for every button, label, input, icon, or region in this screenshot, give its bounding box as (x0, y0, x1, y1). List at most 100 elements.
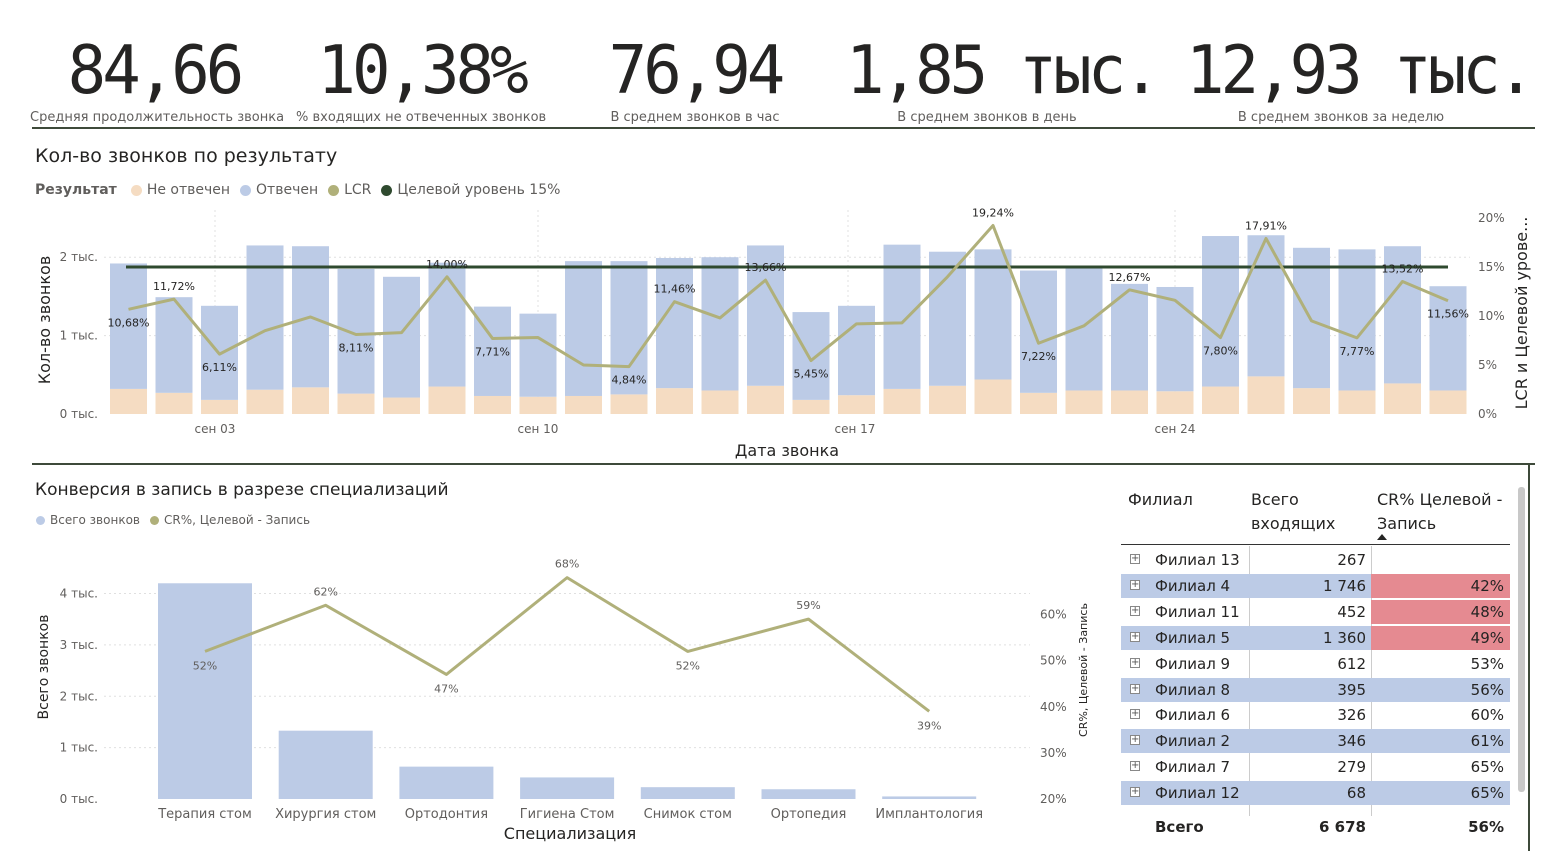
conversion-chart-title: Конверсия в запись в разрезе специализац… (35, 480, 449, 500)
table-row[interactable]: + Филиал 5 1 360 49% (1121, 625, 1510, 650)
calls-chart[interactable]: 0 тыс. 1 тыс. 2 тыс. 0% 5% 10% 15% 20% 10,68% 11,… (0, 205, 1542, 465)
col-header-total[interactable]: Всего входящих (1251, 490, 1336, 533)
expand-icon[interactable]: + (1130, 604, 1140, 616)
cr-highlight (1371, 573, 1510, 598)
y2-tick-label: 15% (1478, 260, 1505, 274)
bar-unanswered (246, 389, 284, 414)
cell-total: 326 (1337, 706, 1366, 725)
expand-icon[interactable]: + (1130, 708, 1140, 720)
kpi-calls-per-week: 12,93 тыс. В среднем звонков за неделю (1186, 32, 1535, 126)
cell-branch: Филиал 4 (1155, 576, 1231, 595)
bar-total-calls (158, 583, 252, 799)
bar-unanswered (519, 396, 557, 414)
kpi-calls-per-hour: 76,94 В среднем звонков в час (580, 32, 810, 126)
bar-answered (656, 257, 693, 389)
kpi-avg-duration: 84,66 Средняя продолжительность звонка (30, 32, 284, 126)
legend-item-answered[interactable]: Отвечен (256, 182, 319, 198)
bar-unanswered (792, 399, 830, 414)
bar-answered (337, 268, 375, 394)
table-row[interactable]: + Филиал 9 612 53% (1121, 652, 1510, 676)
conversion-chart[interactable]: 0 тыс. 1 тыс. 2 тыс. 3 тыс. 4 тыс. 20% 30% 40% 5… (0, 535, 1110, 845)
legend-swatch (36, 515, 45, 525)
lcr-data-label: 10,68% (108, 316, 150, 329)
bar-total-calls (761, 789, 856, 799)
kpi-label: В среднем звонков в день (897, 110, 1077, 125)
expand-icon[interactable]: + (1130, 682, 1140, 694)
x-tick-label: сен 03 (195, 422, 236, 436)
table-row[interactable]: + Филиал 4 1 746 42% (1121, 573, 1510, 598)
lcr-data-label: 4,84% (612, 374, 647, 387)
cell-cr: 65% (1470, 784, 1504, 803)
y2-axis-title: LCR и Целевой урове... (1512, 217, 1531, 410)
cell-cr: 53% (1470, 654, 1504, 673)
table-row[interactable]: + Филиал 13 267 (1121, 548, 1510, 572)
y-tick-label: 1 тыс. (60, 329, 98, 343)
table-row[interactable]: + Филиал 8 395 56% (1121, 677, 1510, 702)
y2-tick-label: 20% (1478, 211, 1505, 225)
cell-total: 612 (1337, 654, 1366, 673)
y-tick-label: 2 тыс. (60, 689, 98, 703)
legend-item-target[interactable]: Целевой уровень 15% (397, 182, 561, 198)
bar-answered (565, 261, 602, 396)
cr-highlight (1371, 599, 1510, 624)
table-row[interactable]: + Филиал 6 326 60% (1121, 703, 1510, 727)
bar-answered (383, 276, 420, 398)
lcr-data-label: 7,80% (1203, 345, 1238, 358)
expand-icon[interactable]: + (1130, 760, 1140, 772)
table-row[interactable]: + Филиал 11 452 48% (1121, 599, 1510, 624)
x-tick-label: Имплантология (875, 807, 983, 822)
bar-unanswered (1429, 390, 1467, 414)
bar-answered (1429, 286, 1467, 391)
bar-total-calls (640, 787, 735, 799)
expand-icon[interactable]: + (1130, 630, 1140, 642)
legend-item-total-calls[interactable]: Всего звонков (50, 513, 140, 527)
x-tick-label: сен 10 (518, 422, 559, 436)
bar-answered (428, 262, 466, 387)
cr-data-label: 59% (796, 599, 820, 612)
x-tick-label: Терапия стом (157, 807, 252, 822)
table-row[interactable]: + Филиал 2 346 61% (1121, 729, 1510, 754)
col-header-branch[interactable]: Филиал (1128, 490, 1193, 509)
bar-unanswered (1247, 376, 1285, 414)
y2-tick-label: 10% (1478, 309, 1505, 323)
bar-unanswered (1065, 390, 1103, 414)
bar-unanswered (565, 395, 602, 414)
expand-icon[interactable]: + (1130, 553, 1140, 564)
bar-answered (929, 251, 966, 386)
lcr-data-label: 11,46% (654, 283, 696, 296)
lcr-data-label: 7,77% (1340, 345, 1375, 358)
table-row[interactable]: + Филиал 7 279 65% (1121, 755, 1510, 779)
col-header-cr[interactable]: CR% Целевой - Запись (1377, 490, 1503, 533)
calls-chart-title: Кол-во звонков по результату (35, 145, 338, 167)
bar-unanswered (110, 388, 147, 414)
legend-item-cr[interactable]: CR%, Целевой - Запись (163, 513, 311, 527)
bar-unanswered (883, 388, 921, 414)
x-tick-label: Ортодонтия (405, 807, 488, 822)
lcr-data-label: 13,52% (1382, 263, 1424, 276)
total-value: 6 678 (1319, 818, 1366, 836)
legend-item-unanswered[interactable]: Не отвечен (146, 182, 231, 198)
legend-item-lcr[interactable]: LCR (344, 182, 372, 198)
bar-answered (1111, 283, 1148, 391)
cell-branch: Филиал 6 (1155, 706, 1231, 725)
table-row[interactable]: + Филиал 12 68 65% (1121, 781, 1510, 806)
expand-icon[interactable]: + (1130, 656, 1140, 668)
cell-cr: 60% (1470, 706, 1504, 725)
expand-icon[interactable]: + (1130, 786, 1140, 798)
legend-swatch (381, 184, 393, 196)
table-scrollbar[interactable] (1518, 487, 1525, 792)
bar-unanswered (929, 385, 966, 414)
total-row: Всего 6 678 56% (1121, 817, 1510, 837)
legend-swatch (130, 184, 142, 196)
bar-unanswered (838, 395, 875, 414)
legend-swatch (240, 184, 252, 196)
bar-unanswered (1202, 386, 1239, 414)
bar-unanswered (428, 386, 466, 414)
lcr-data-label: 13,66% (745, 261, 787, 274)
bar-unanswered (701, 390, 739, 414)
cr-data-label: 68% (555, 558, 579, 571)
lcr-data-label: 11,56% (1427, 308, 1469, 321)
expand-icon[interactable]: + (1130, 734, 1140, 746)
bar-answered (792, 312, 830, 400)
expand-icon[interactable]: + (1130, 578, 1140, 590)
